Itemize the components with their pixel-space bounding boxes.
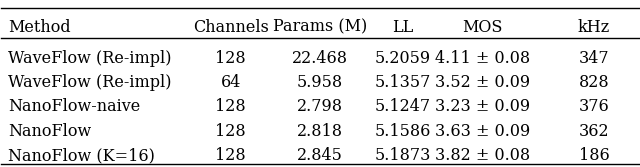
Text: WaveFlow (Re-impl): WaveFlow (Re-impl) [8,74,172,91]
Text: 5.2059: 5.2059 [375,50,431,67]
Text: 186: 186 [579,147,609,164]
Text: MOS: MOS [462,19,502,36]
Text: WaveFlow (Re-impl): WaveFlow (Re-impl) [8,50,172,67]
Text: 362: 362 [579,123,609,140]
Text: 64: 64 [221,74,241,91]
Text: 3.52 ± 0.09: 3.52 ± 0.09 [435,74,530,91]
Text: 3.82 ± 0.08: 3.82 ± 0.08 [435,147,530,164]
Text: 376: 376 [579,98,609,115]
Text: 22.468: 22.468 [292,50,348,67]
Text: 2.845: 2.845 [297,147,343,164]
Text: 5.1247: 5.1247 [375,98,431,115]
Text: 3.63 ± 0.09: 3.63 ± 0.09 [435,123,530,140]
Text: 347: 347 [579,50,609,67]
Text: 128: 128 [216,147,246,164]
Text: 128: 128 [216,50,246,67]
Text: kHz: kHz [578,19,610,36]
Text: NanoFlow (K=16): NanoFlow (K=16) [8,147,155,164]
Text: NanoFlow-naive: NanoFlow-naive [8,98,140,115]
Text: 5.1357: 5.1357 [374,74,431,91]
Text: 2.818: 2.818 [297,123,343,140]
Text: 128: 128 [216,123,246,140]
Text: 2.798: 2.798 [297,98,343,115]
Text: 828: 828 [579,74,609,91]
Text: Params (M): Params (M) [273,19,367,36]
Text: 3.23 ± 0.09: 3.23 ± 0.09 [435,98,530,115]
Text: NanoFlow: NanoFlow [8,123,91,140]
Text: Method: Method [8,19,70,36]
Text: 5.1873: 5.1873 [374,147,431,164]
Text: 128: 128 [216,98,246,115]
Text: 5.958: 5.958 [297,74,343,91]
Text: Channels: Channels [193,19,269,36]
Text: 4.11 ± 0.08: 4.11 ± 0.08 [435,50,530,67]
Text: 5.1586: 5.1586 [374,123,431,140]
Text: LL: LL [392,19,413,36]
